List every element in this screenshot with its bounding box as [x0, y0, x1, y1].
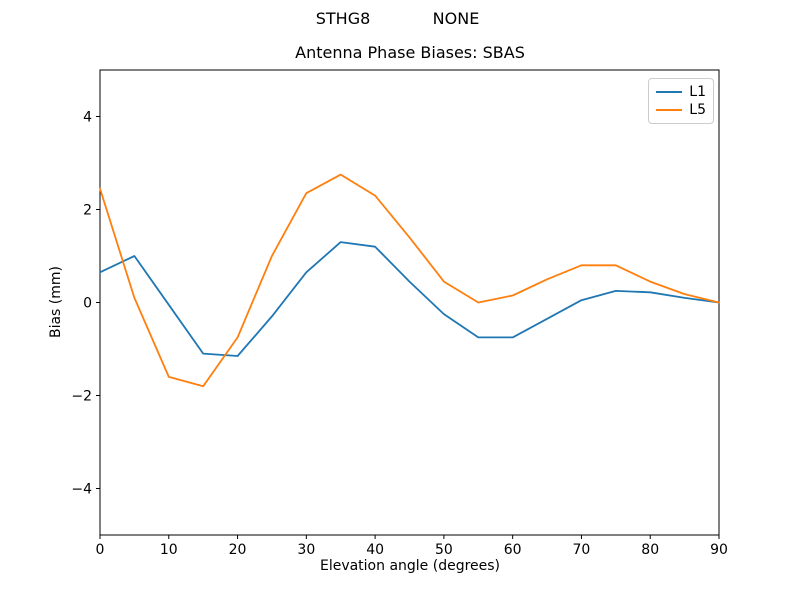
x-tick-label: 0	[96, 542, 105, 558]
legend-label-l1: L1	[689, 84, 706, 100]
x-tick-label: 70	[573, 542, 591, 558]
y-axis-label: Bias (mm)	[48, 265, 64, 339]
x-tick-label: 40	[366, 542, 384, 558]
y-tick-label: 2	[83, 203, 92, 219]
station-title: STHG8	[315, 9, 371, 28]
legend-item-l5: L5	[656, 103, 706, 117]
antenna-title: NONE	[432, 9, 480, 28]
y-tick-label: −4	[71, 482, 92, 498]
series-line-L5	[99, 173, 720, 388]
x-tick-label: 20	[229, 542, 247, 558]
legend-label-l5: L5	[689, 102, 706, 118]
x-tick-label: 90	[710, 542, 728, 558]
x-tick-label: 60	[504, 542, 522, 558]
y-tick-label: −2	[71, 389, 92, 405]
l1-line-swatch-icon	[656, 91, 683, 93]
legend: L1 L5	[648, 78, 714, 124]
axes-frame	[99, 69, 720, 536]
x-tick-label: 30	[297, 542, 315, 558]
y-tick-label: 0	[83, 296, 92, 312]
series-line-L1	[99, 241, 720, 357]
legend-item-l1: L1	[656, 85, 706, 99]
l5-line-swatch-icon	[656, 109, 683, 111]
y-tick-label: 4	[83, 110, 92, 126]
x-tick-label: 50	[435, 542, 453, 558]
x-axis-label: Elevation angle (degrees)	[319, 558, 501, 574]
x-tick-label: 10	[160, 542, 178, 558]
x-tick-label: 80	[641, 542, 659, 558]
chart-title: Antenna Phase Biases: SBAS	[295, 43, 525, 62]
